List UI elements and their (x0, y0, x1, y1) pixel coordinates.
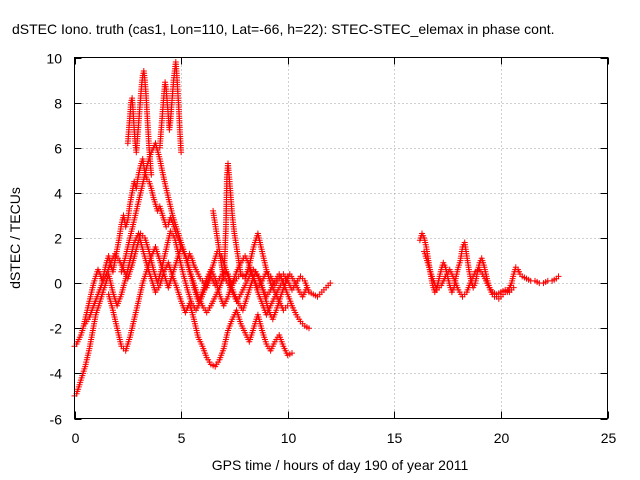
y-tick-label: 0 (54, 276, 62, 292)
y-tick-label: -4 (50, 366, 63, 382)
y-tick-label: 4 (54, 186, 62, 202)
grid-lines (74, 57, 608, 419)
data-point (178, 149, 185, 156)
x-tick-labels: 0 5 10 15 20 25 (72, 430, 617, 446)
y-tick-label: -6 (50, 412, 63, 428)
y-tick-label: 6 (54, 141, 62, 157)
data-point (303, 284, 310, 291)
x-tick-label: 10 (281, 430, 297, 446)
data-point (284, 302, 291, 309)
y-tick-labels: -6 -4 -2 0 2 4 6 8 10 (46, 51, 62, 428)
data-point (306, 325, 312, 332)
plot-frame (74, 57, 608, 419)
data-points (71, 59, 562, 399)
y-tick-label: -2 (50, 321, 63, 337)
y-axis-title: dSTEC / TECUs (7, 187, 23, 289)
data-point (284, 273, 291, 280)
x-tick-label: 25 (601, 430, 617, 446)
y-tick-label: 8 (54, 96, 62, 112)
data-point (148, 171, 155, 178)
y-tick-label: 10 (46, 51, 62, 67)
data-point (289, 350, 295, 357)
data-point (510, 284, 517, 291)
chart-title: dSTEC Iono. truth (cas1, Lon=110, Lat=-6… (12, 21, 555, 37)
axis-ticks (74, 57, 609, 420)
x-tick-label: 0 (72, 430, 80, 446)
x-tick-label: 5 (178, 430, 186, 446)
data-point (327, 280, 334, 287)
x-axis-title: GPS time / hours of day 190 of year 2011 (212, 457, 469, 473)
x-tick-label: 15 (387, 430, 403, 446)
data-point (555, 273, 562, 280)
x-tick-label: 20 (494, 430, 510, 446)
y-tick-label: 2 (54, 231, 62, 247)
